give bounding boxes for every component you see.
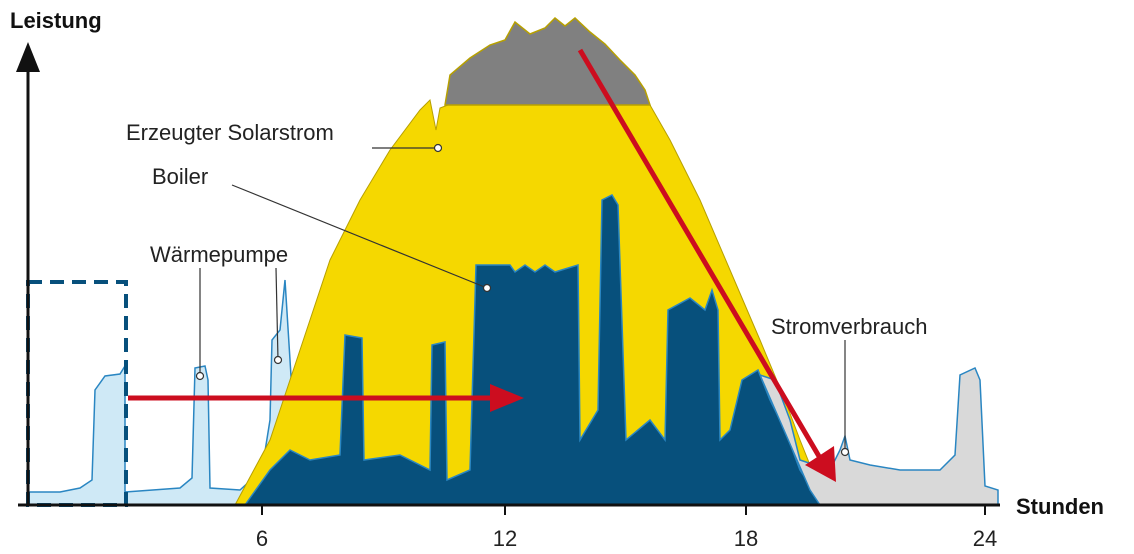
arrow-surplus-to-consumption-head [805, 446, 836, 482]
x-tick-label-6: 6 [256, 526, 268, 551]
x-tick-label-12: 12 [493, 526, 517, 551]
leader-heat-pump-2 [275, 267, 279, 361]
leader-heat-pump-1-dot [195, 371, 205, 381]
label-consumption: Stromverbrauch [771, 314, 928, 339]
y-axis-title: Leistung [10, 8, 102, 33]
leader-boiler-dot [482, 283, 492, 293]
leader-solar-dot [433, 143, 443, 153]
leader-boiler [231, 184, 488, 289]
y-axis-arrowhead [16, 42, 40, 72]
boiler-area [243, 194, 821, 506]
leader-consumption-dot [840, 447, 850, 457]
x-tick-label-24: 24 [973, 526, 997, 551]
surplus-area [444, 16, 652, 106]
x-axis-title: Stunden [1016, 494, 1104, 519]
x-tick-label-18: 18 [734, 526, 758, 551]
arrow-night-to-boiler-head [490, 384, 524, 412]
label-heat-pump: Wärmepumpe [150, 242, 288, 267]
label-boiler: Boiler [152, 164, 208, 189]
arrow-surplus-to-consumption [577, 48, 823, 460]
label-solar: Erzeugter Solarstrom [126, 120, 334, 145]
leader-heat-pump-2-dot [273, 355, 283, 365]
